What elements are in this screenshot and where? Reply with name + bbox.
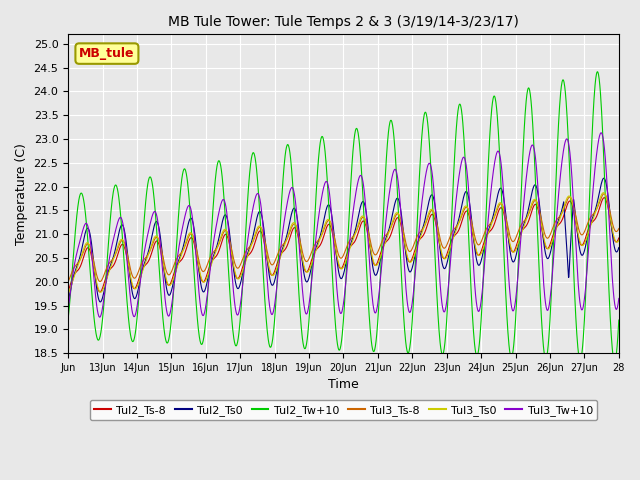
Tul3_Ts0: [163, 277, 170, 283]
Tul2_Tw+10: [615, 317, 623, 323]
Tul2_Ts0: [64, 298, 72, 304]
Title: MB Tule Tower: Tule Temps 2 & 3 (3/19/14-3/23/17): MB Tule Tower: Tule Temps 2 & 3 (3/19/14…: [168, 15, 519, 29]
Text: MB_tule: MB_tule: [79, 47, 134, 60]
Tul2_Ts-8: [163, 280, 171, 286]
Tul3_Tw+10: [163, 310, 171, 315]
Tul2_Ts-8: [64, 288, 72, 294]
Tul3_Ts0: [600, 190, 607, 195]
Tul3_Tw+10: [444, 287, 452, 293]
Legend: Tul2_Ts-8, Tul2_Ts0, Tul2_Tw+10, Tul3_Ts-8, Tul3_Ts0, Tul3_Tw+10: Tul2_Ts-8, Tul2_Ts0, Tul2_Tw+10, Tul3_Ts…: [90, 400, 597, 420]
Tul2_Ts-8: [600, 195, 608, 201]
Tul2_Ts-8: [346, 244, 354, 250]
Tul3_Ts0: [444, 252, 451, 258]
Tul3_Tw+10: [75, 243, 83, 249]
Tul3_Ts-8: [64, 279, 72, 285]
Tul2_Ts-8: [444, 248, 452, 254]
Tul2_Tw+10: [346, 198, 354, 204]
Tul3_Tw+10: [96, 314, 104, 320]
Tul2_Tw+10: [75, 199, 83, 205]
Tul2_Ts0: [163, 288, 171, 293]
Tul3_Ts0: [346, 246, 354, 252]
Tul2_Tw+10: [314, 175, 321, 180]
Tul3_Ts0: [75, 262, 83, 267]
Tul2_Ts0: [314, 241, 321, 247]
Tul2_Tw+10: [611, 359, 618, 364]
Tul2_Tw+10: [444, 301, 451, 307]
Tul2_Ts0: [580, 250, 588, 256]
Tul2_Ts-8: [75, 267, 83, 273]
Tul2_Tw+10: [64, 316, 72, 322]
Tul3_Tw+10: [314, 222, 321, 228]
Tul3_Ts0: [314, 244, 321, 250]
Tul2_Ts-8: [314, 245, 321, 251]
Tul3_Ts0: [579, 242, 587, 248]
Line: Tul2_Ts0: Tul2_Ts0: [68, 178, 619, 302]
Tul3_Ts-8: [314, 239, 321, 244]
Tul3_Ts-8: [163, 269, 170, 275]
Line: Tul3_Ts0: Tul3_Ts0: [68, 192, 619, 294]
Line: Tul3_Ts-8: Tul3_Ts-8: [68, 194, 619, 282]
Y-axis label: Temperature (C): Temperature (C): [15, 143, 28, 245]
Tul2_Tw+10: [594, 69, 602, 74]
Line: Tul3_Tw+10: Tul3_Tw+10: [68, 133, 619, 317]
Tul2_Ts0: [97, 299, 104, 305]
Tul2_Ts0: [615, 245, 623, 251]
Tul3_Tw+10: [597, 130, 605, 136]
Tul2_Ts0: [444, 256, 452, 262]
Tul3_Ts-8: [579, 231, 587, 237]
Tul3_Ts-8: [346, 238, 354, 243]
Tul3_Tw+10: [346, 233, 354, 239]
Tul3_Ts0: [615, 238, 623, 243]
Tul3_Ts0: [64, 291, 72, 297]
Tul3_Ts-8: [75, 260, 83, 265]
Tul2_Ts0: [75, 259, 83, 264]
Tul2_Tw+10: [579, 334, 587, 340]
Tul2_Tw+10: [163, 340, 170, 346]
Tul3_Tw+10: [580, 301, 588, 307]
Line: Tul2_Tw+10: Tul2_Tw+10: [68, 72, 619, 361]
Tul2_Ts-8: [615, 235, 623, 241]
Tul3_Tw+10: [615, 296, 623, 301]
Line: Tul2_Ts-8: Tul2_Ts-8: [68, 198, 619, 292]
Tul2_Ts0: [346, 242, 354, 248]
Tul2_Ts-8: [580, 240, 588, 246]
Tul3_Ts-8: [600, 191, 608, 197]
Tul3_Tw+10: [64, 305, 72, 311]
Tul2_Ts-8: [96, 289, 104, 295]
Tul3_Ts-8: [615, 226, 623, 231]
Tul2_Ts0: [600, 175, 608, 181]
X-axis label: Time: Time: [328, 378, 359, 392]
Tul3_Ts-8: [444, 240, 451, 246]
